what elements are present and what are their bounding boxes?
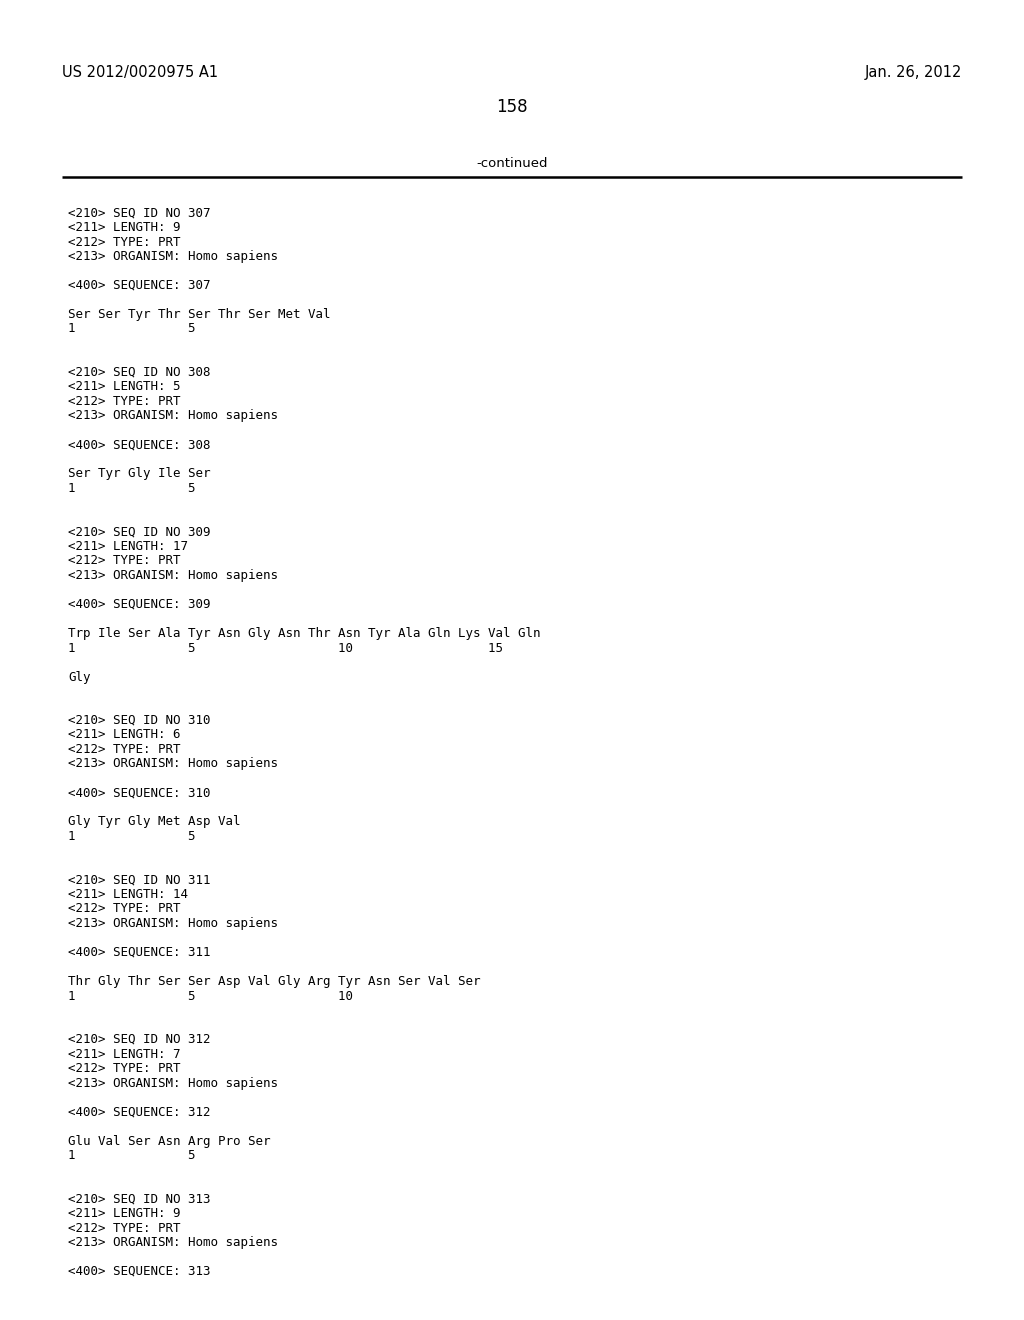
Text: Gly: Gly [68,671,90,684]
Text: <210> SEQ ID NO 311: <210> SEQ ID NO 311 [68,874,211,887]
Text: <400> SEQUENCE: 308: <400> SEQUENCE: 308 [68,438,211,451]
Text: <212> TYPE: PRT: <212> TYPE: PRT [68,743,180,756]
Text: 1               5: 1 5 [68,482,196,495]
Text: <210> SEQ ID NO 309: <210> SEQ ID NO 309 [68,525,211,539]
Text: <210> SEQ ID NO 312: <210> SEQ ID NO 312 [68,1034,211,1045]
Text: <211> LENGTH: 5: <211> LENGTH: 5 [68,380,180,393]
Text: <210> SEQ ID NO 313: <210> SEQ ID NO 313 [68,1192,211,1205]
Text: <211> LENGTH: 9: <211> LENGTH: 9 [68,1206,180,1220]
Text: <400> SEQUENCE: 311: <400> SEQUENCE: 311 [68,946,211,960]
Text: Jan. 26, 2012: Jan. 26, 2012 [864,65,962,81]
Text: <213> ORGANISM: Homo sapiens: <213> ORGANISM: Homo sapiens [68,569,278,582]
Text: <212> TYPE: PRT: <212> TYPE: PRT [68,554,180,568]
Text: <400> SEQUENCE: 310: <400> SEQUENCE: 310 [68,787,211,800]
Text: <212> TYPE: PRT: <212> TYPE: PRT [68,1063,180,1074]
Text: <211> LENGTH: 14: <211> LENGTH: 14 [68,888,188,902]
Text: 1               5                   10: 1 5 10 [68,990,353,1002]
Text: 1               5                   10                  15: 1 5 10 15 [68,642,503,655]
Text: <210> SEQ ID NO 307: <210> SEQ ID NO 307 [68,206,211,219]
Text: <210> SEQ ID NO 308: <210> SEQ ID NO 308 [68,366,211,379]
Text: <400> SEQUENCE: 313: <400> SEQUENCE: 313 [68,1265,211,1278]
Text: Trp Ile Ser Ala Tyr Asn Gly Asn Thr Asn Tyr Ala Gln Lys Val Gln: Trp Ile Ser Ala Tyr Asn Gly Asn Thr Asn … [68,627,541,640]
Text: <212> TYPE: PRT: <212> TYPE: PRT [68,903,180,916]
Text: <213> ORGANISM: Homo sapiens: <213> ORGANISM: Homo sapiens [68,758,278,771]
Text: <211> LENGTH: 17: <211> LENGTH: 17 [68,540,188,553]
Text: <212> TYPE: PRT: <212> TYPE: PRT [68,395,180,408]
Text: <210> SEQ ID NO 310: <210> SEQ ID NO 310 [68,714,211,727]
Text: -continued: -continued [476,157,548,170]
Text: <400> SEQUENCE: 309: <400> SEQUENCE: 309 [68,598,211,611]
Text: Gly Tyr Gly Met Asp Val: Gly Tyr Gly Met Asp Val [68,816,241,829]
Text: <211> LENGTH: 9: <211> LENGTH: 9 [68,220,180,234]
Text: Thr Gly Thr Ser Ser Asp Val Gly Arg Tyr Asn Ser Val Ser: Thr Gly Thr Ser Ser Asp Val Gly Arg Tyr … [68,975,480,987]
Text: <212> TYPE: PRT: <212> TYPE: PRT [68,235,180,248]
Text: <213> ORGANISM: Homo sapiens: <213> ORGANISM: Homo sapiens [68,249,278,263]
Text: <213> ORGANISM: Homo sapiens: <213> ORGANISM: Homo sapiens [68,1236,278,1249]
Text: <400> SEQUENCE: 312: <400> SEQUENCE: 312 [68,1106,211,1118]
Text: 1               5: 1 5 [68,322,196,335]
Text: <213> ORGANISM: Homo sapiens: <213> ORGANISM: Homo sapiens [68,1077,278,1089]
Text: <400> SEQUENCE: 307: <400> SEQUENCE: 307 [68,279,211,292]
Text: Glu Val Ser Asn Arg Pro Ser: Glu Val Ser Asn Arg Pro Ser [68,1134,270,1147]
Text: Ser Tyr Gly Ile Ser: Ser Tyr Gly Ile Ser [68,467,211,480]
Text: Ser Ser Tyr Thr Ser Thr Ser Met Val: Ser Ser Tyr Thr Ser Thr Ser Met Val [68,308,331,321]
Text: <213> ORGANISM: Homo sapiens: <213> ORGANISM: Homo sapiens [68,409,278,422]
Text: US 2012/0020975 A1: US 2012/0020975 A1 [62,65,218,81]
Text: <211> LENGTH: 6: <211> LENGTH: 6 [68,729,180,742]
Text: <213> ORGANISM: Homo sapiens: <213> ORGANISM: Homo sapiens [68,917,278,931]
Text: 1               5: 1 5 [68,1148,196,1162]
Text: <212> TYPE: PRT: <212> TYPE: PRT [68,1221,180,1234]
Text: 158: 158 [497,98,527,116]
Text: <211> LENGTH: 7: <211> LENGTH: 7 [68,1048,180,1060]
Text: 1               5: 1 5 [68,830,196,843]
